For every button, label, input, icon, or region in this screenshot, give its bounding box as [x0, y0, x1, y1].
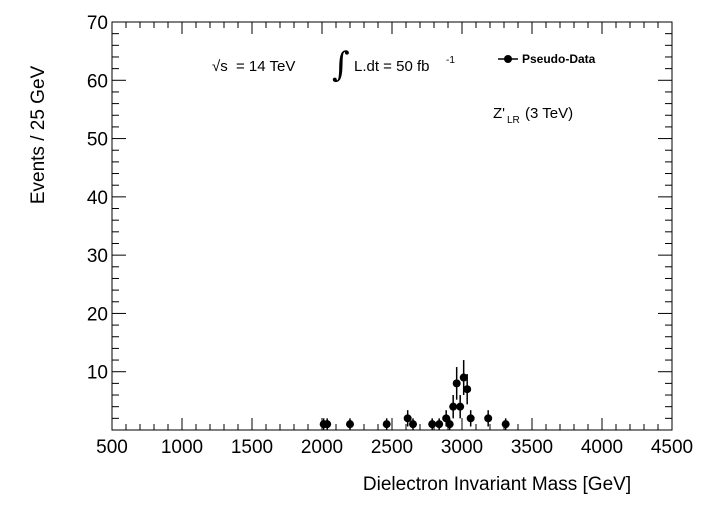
data-point: [435, 420, 444, 429]
signal-subscript: LR: [507, 115, 520, 126]
data-point: [323, 420, 332, 429]
data-point: [452, 379, 461, 388]
axis-ticks: [111, 21, 673, 430]
y-axis-title: Events / 25 GeV: [28, 65, 49, 204]
y-tick-label: 20: [87, 304, 108, 325]
y-tick-label: 10: [87, 363, 108, 384]
x-tick-label: 4000: [581, 437, 623, 458]
data-point: [501, 420, 510, 429]
data-point: [409, 420, 417, 429]
x-tick-label: 3500: [511, 437, 553, 458]
x-axis-title: Dielectron Invariant Mass [GeV]: [363, 474, 631, 495]
y-tick-label: 60: [87, 71, 108, 92]
x-tick-label: 1000: [161, 437, 203, 458]
energy-annotation: √s = 14 TeV: [212, 58, 295, 75]
plot-frame: [111, 21, 673, 431]
data-series: [319, 360, 510, 430]
x-tick-label: 4500: [651, 437, 693, 458]
signal-mass: (3 TeV): [525, 105, 573, 122]
signal-label: Z': [493, 105, 505, 122]
y-tick-labels: 10 20 30 40 50 60 70: [87, 13, 108, 384]
x-tick-label: 500: [96, 437, 128, 458]
data-point: [403, 414, 412, 423]
y-tick-label: 40: [87, 188, 108, 209]
y-tick-label: 30: [87, 246, 108, 267]
x-tick-label: 1500: [231, 437, 273, 458]
data-point: [382, 420, 391, 429]
signal-annotation: Z' LR (3 TeV): [493, 105, 573, 126]
sqrt-s-label: √s: [212, 58, 228, 75]
data-point: [456, 402, 465, 411]
data-point: [459, 373, 468, 382]
x-tick-label: 2000: [301, 437, 343, 458]
legend-label: Pseudo-Data: [522, 52, 596, 66]
data-point: [449, 402, 458, 411]
legend: Pseudo-Data: [498, 52, 596, 66]
legend-marker: [504, 55, 512, 63]
data-point: [466, 414, 475, 423]
luminosity-unit-superscript: -1: [446, 55, 455, 66]
luminosity-label: L.dt = 50 fb: [354, 58, 429, 75]
x-tick-label: 3000: [441, 437, 483, 458]
x-tick-label: 2500: [371, 437, 413, 458]
data-point: [428, 420, 437, 429]
integral-symbol: ∫: [332, 45, 350, 85]
y-tick-label: 70: [87, 13, 108, 34]
data-point: [442, 414, 451, 423]
y-tick-label: 50: [87, 130, 108, 151]
energy-value: = 14 TeV: [236, 58, 295, 75]
x-tick-labels: 500 1000 1500 2000 2500 3000 3500 4000 4500: [96, 437, 693, 458]
data-point: [484, 414, 493, 423]
data-point: [445, 420, 454, 429]
data-point: [346, 420, 354, 429]
data-point: [463, 385, 472, 394]
luminosity-annotation: ∫ L.dt = 50 fb -1: [332, 45, 455, 85]
